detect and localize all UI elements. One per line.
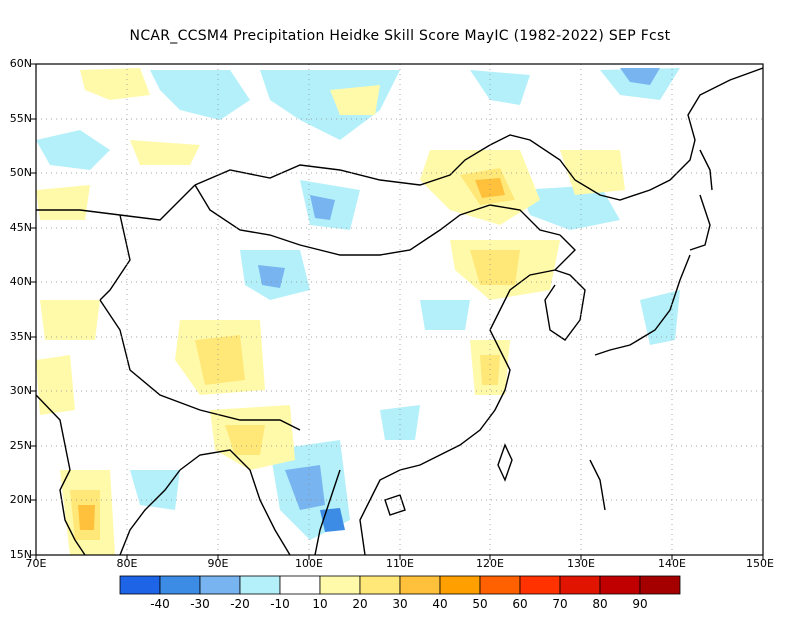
lat-label: 30N xyxy=(9,384,32,397)
colorbar-swatch xyxy=(599,575,641,595)
colorbar-label: 10 xyxy=(312,597,328,611)
colorbar-swatch xyxy=(239,575,281,595)
colorbar-label: 80 xyxy=(592,597,608,611)
colorbar xyxy=(119,575,681,595)
lat-label: 25N xyxy=(9,439,32,452)
lat-label: 55N xyxy=(9,112,32,125)
lon-label: 110E xyxy=(386,557,414,570)
colorbar-label: -10 xyxy=(270,597,290,611)
colorbar-label: 20 xyxy=(352,597,368,611)
colorbar-swatch xyxy=(359,575,401,595)
lat-label: 40N xyxy=(9,275,32,288)
lat-label: 20N xyxy=(9,493,32,506)
lon-label: 120E xyxy=(476,557,504,570)
lat-label: 60N xyxy=(9,57,32,70)
lon-label: 130E xyxy=(567,557,595,570)
colorbar-swatch xyxy=(319,575,361,595)
colorbar-label: -40 xyxy=(150,597,170,611)
colorbar-swatch xyxy=(559,575,601,595)
colorbar-label: 50 xyxy=(472,597,488,611)
colorbar-swatch xyxy=(639,575,681,595)
colorbar-label: -20 xyxy=(230,597,250,611)
colorbar-swatch xyxy=(439,575,481,595)
colorbar-label: 90 xyxy=(632,597,648,611)
colorbar-label: 70 xyxy=(552,597,568,611)
lon-label: 90E xyxy=(207,557,229,570)
lon-label: 140E xyxy=(658,557,686,570)
map-title: NCAR_CCSM4 Precipitation Heidke Skill Sc… xyxy=(129,28,671,44)
colorbar-swatch xyxy=(119,575,161,595)
lat-label: 15N xyxy=(9,548,32,561)
colorbar-swatch xyxy=(159,575,201,595)
colorbar-swatch xyxy=(279,575,321,595)
skill-shading xyxy=(36,68,680,555)
colorbar-swatch xyxy=(479,575,521,595)
axis-ticks xyxy=(31,63,764,560)
graticule xyxy=(36,64,763,555)
colorbar-swatch xyxy=(199,575,241,595)
colorbar-label: 40 xyxy=(432,597,448,611)
lon-label: 100E xyxy=(295,557,323,570)
colorbar-label: 30 xyxy=(392,597,408,611)
lon-label: 80E xyxy=(116,557,138,570)
lat-label: 45N xyxy=(9,221,32,234)
lon-label: 150E xyxy=(746,557,774,570)
coastlines xyxy=(36,67,763,555)
lat-label: 35N xyxy=(9,330,32,343)
colorbar-swatch xyxy=(519,575,561,595)
lon-label: 70E xyxy=(25,557,47,570)
colorbar-swatch xyxy=(399,575,441,595)
colorbar-label: -30 xyxy=(190,597,210,611)
colorbar-label: 60 xyxy=(512,597,528,611)
lat-label: 50N xyxy=(9,166,32,179)
